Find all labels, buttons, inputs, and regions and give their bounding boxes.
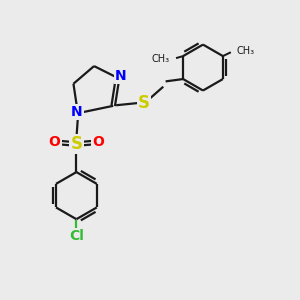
Text: Cl: Cl <box>69 229 84 243</box>
Text: O: O <box>92 135 104 149</box>
Text: CH₃: CH₃ <box>151 54 169 64</box>
Text: O: O <box>49 135 61 149</box>
Text: N: N <box>115 69 126 83</box>
Text: S: S <box>70 135 83 153</box>
Text: N: N <box>71 105 83 119</box>
Text: CH₃: CH₃ <box>237 46 255 56</box>
Text: S: S <box>138 94 150 112</box>
